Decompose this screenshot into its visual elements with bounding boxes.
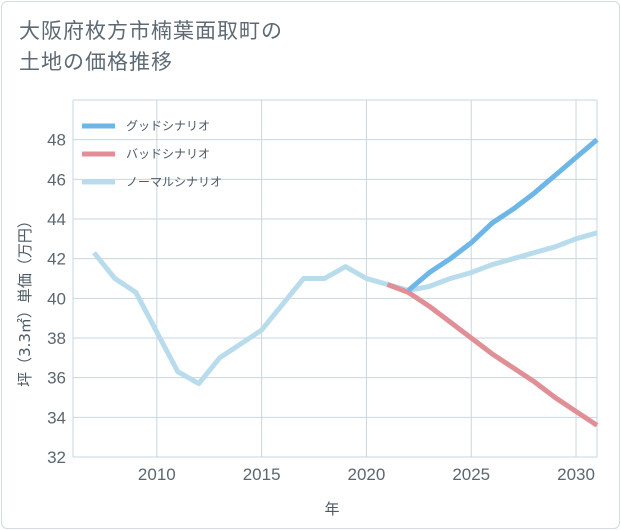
- chart-title: 大阪府枚方市楠葉面取町の 土地の価格推移: [19, 16, 283, 78]
- series-lines: [92, 137, 599, 428]
- y-tick-label: 48: [47, 131, 66, 150]
- y-tick-label: 38: [47, 329, 66, 348]
- x-axis-title: 年: [324, 500, 339, 518]
- x-tick-labels: 2010 2015 2020 2025 2030: [138, 465, 595, 484]
- y-tick-label: 46: [47, 170, 66, 189]
- x-tick-label: 2025: [452, 465, 490, 484]
- series-line-bad: [386, 282, 599, 428]
- x-tick-label: 2010: [138, 465, 176, 484]
- x-tick-label: 2030: [557, 465, 595, 484]
- y-tick-labels: 32 34 36 38 40 42 44 46 48: [47, 131, 66, 467]
- series-line-normal: [92, 230, 598, 387]
- series-line-good: [406, 137, 599, 293]
- legend-label-bad: バッドシナリオ: [126, 147, 210, 161]
- y-axis-title: 坪（3.3㎡）単価（万円）: [16, 213, 34, 387]
- legend-label-good: グッドシナリオ: [126, 119, 210, 133]
- chart-title-line-2: 土地の価格推移: [19, 50, 173, 74]
- x-tick-label: 2015: [243, 465, 281, 484]
- x-tick-label: 2020: [348, 465, 386, 484]
- y-tick-label: 44: [47, 210, 66, 229]
- y-tick-label: 42: [47, 250, 66, 269]
- y-tick-label: 32: [47, 448, 66, 467]
- chart-title-line-1: 大阪府枚方市楠葉面取町の: [19, 19, 283, 43]
- legend-label-normal: ノーマルシナリオ: [126, 175, 222, 189]
- y-tick-label: 34: [47, 408, 66, 427]
- y-tick-label: 40: [47, 289, 66, 308]
- y-tick-label: 36: [47, 369, 66, 388]
